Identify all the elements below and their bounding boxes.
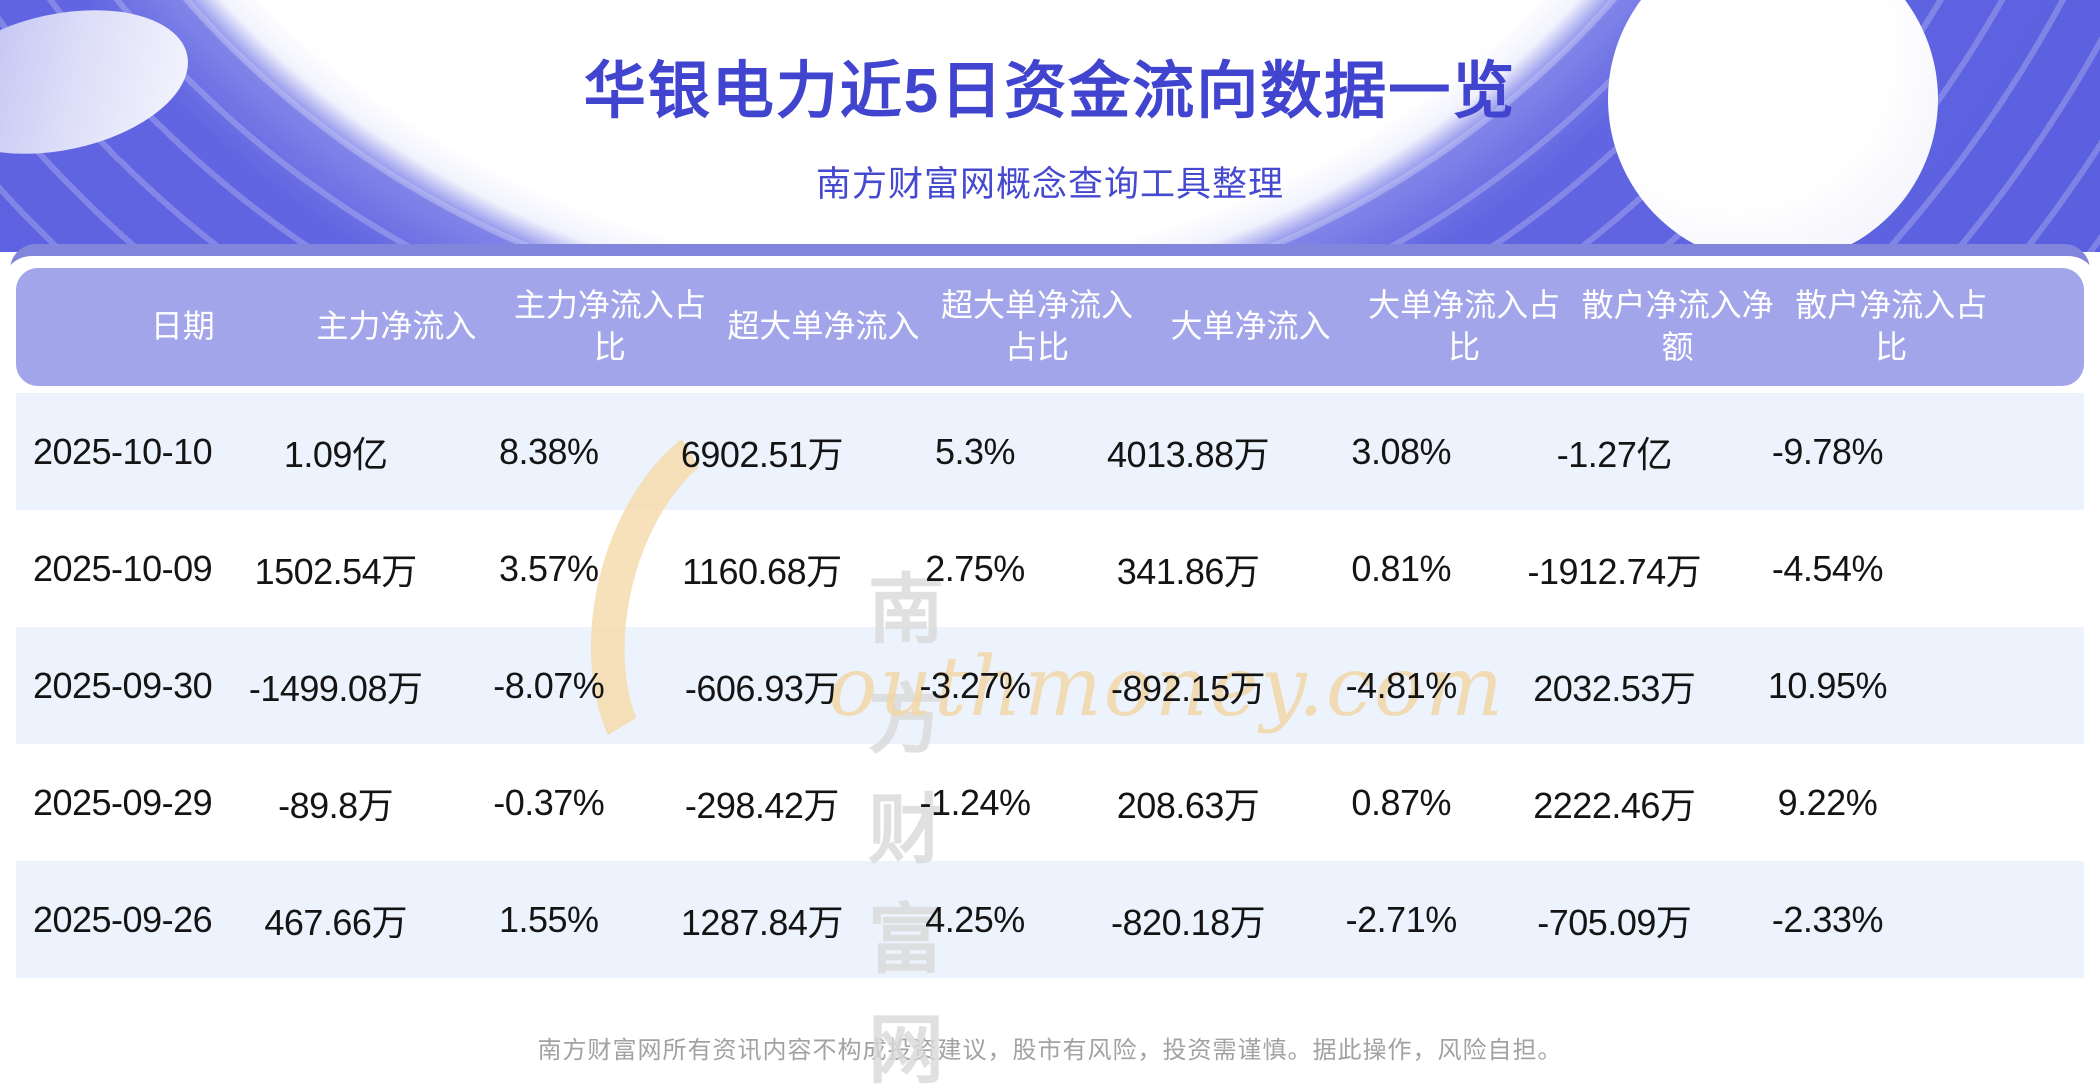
table-cell: 9.22% — [1777, 781, 1878, 823]
table-cell: 6902.51万 — [680, 433, 844, 475]
table-cell: 2025-09-26 — [32, 898, 213, 940]
fund-flow-table: 日期 主力净流入 主力净流入占比 超大单净流入 超大单净流入占比 大单净流入 大单净流入占比… — [2, 256, 2098, 988]
table-cell: -1912.74万 — [1527, 550, 1702, 592]
table-cell: 341.86万 — [1116, 550, 1260, 592]
table-cell: 2025-10-09 — [32, 547, 213, 589]
table-cell: 5.3% — [934, 430, 1016, 472]
page-subtitle: 南方财富网概念查询工具整理 — [815, 165, 1284, 204]
table-cell: 4013.88万 — [1107, 433, 1270, 475]
table-row: 2025-09-29 -89.8万 -0.37% -298.42万 -1.24% 208.… — [16, 744, 2084, 861]
table-header-row: 日期 主力净流入 主力净流入占比 超大单净流入 超大单净流入占比 大单净流入 大单净流入占比… — [16, 268, 2084, 386]
table-cell: 3.08% — [1351, 430, 1451, 472]
table-cell: 8.38% — [498, 430, 599, 472]
table-cell: 2025-09-30 — [32, 664, 213, 706]
column-header: 大单净流入 — [1170, 308, 1331, 345]
table-cell: 2025-10-10 — [32, 430, 213, 472]
table-cell: 2222.46万 — [1533, 784, 1696, 826]
column-header: 散户净流入占比 — [1795, 287, 1988, 365]
table-cell: 3.57% — [498, 547, 599, 589]
column-header: 大单净流入占比 — [1368, 287, 1561, 365]
table-row: 2025-10-10 1.09亿 8.38% 6902.51万 5.3% 4013.88万… — [16, 393, 2084, 510]
table-cell: -4.81% — [1345, 664, 1458, 706]
table-cell: -1.27亿 — [1556, 433, 1673, 475]
table-cell: -4.54% — [1771, 547, 1884, 589]
table-cell: 1.09亿 — [283, 433, 388, 475]
table-cell: 2025-09-29 — [32, 781, 213, 823]
table-row: 2025-10-09 1502.54万 3.57% 1160.68万 2.75% 341.… — [16, 510, 2084, 627]
table-cell: -3.27% — [919, 664, 1031, 706]
column-header: 超大单净流入 — [727, 308, 920, 345]
table-cell: -89.8万 — [278, 784, 394, 826]
table-cell: -9.78% — [1771, 430, 1884, 472]
table-cell: -892.15万 — [1111, 667, 1266, 709]
table-body: 2025-10-10 1.09亿 8.38% 6902.51万 5.3% 4013.88万… — [16, 393, 2084, 978]
column-header: 主力净流入占比 — [513, 287, 706, 365]
table-row: 2025-09-30 -1499.08万 -8.07% -606.93万 -3.27% -… — [16, 627, 2084, 744]
table-cell: -705.09万 — [1537, 901, 1692, 943]
column-header: 散户净流入净额 — [1581, 287, 1774, 365]
table-cell: 467.66万 — [264, 901, 407, 943]
table-cell: -606.93万 — [684, 667, 840, 709]
table-row: 2025-09-26 467.66万 1.55% 1287.84万 4.25% -820.… — [16, 861, 2084, 978]
table-cell: 10.95% — [1767, 664, 1888, 706]
table-cell: -2.33% — [1771, 898, 1884, 940]
table-cell: 1287.84万 — [680, 901, 844, 943]
table-cell: 2.75% — [925, 547, 1025, 589]
column-header: 主力净流入 — [316, 308, 477, 345]
column-header: 日期 — [150, 308, 215, 345]
table-cell: 0.87% — [1351, 781, 1451, 823]
table-cell: 0.81% — [1351, 547, 1451, 589]
table-cell: -298.42万 — [684, 784, 840, 826]
hero-banner: 华银电力近5日资金流向数据一览 南方财富网概念查询工具整理 — [0, 0, 2100, 252]
table-cell: 208.63万 — [1116, 784, 1260, 826]
table-cell: -0.37% — [493, 781, 605, 823]
table-cell: -2.71% — [1345, 898, 1458, 940]
table-cell: 1.55% — [498, 898, 599, 940]
table-cell: -820.18万 — [1111, 901, 1266, 943]
table-cell: 2032.53万 — [1533, 667, 1696, 709]
page-title: 华银电力近5日资金流向数据一览 — [583, 57, 1517, 126]
table-cell: 1160.68万 — [682, 550, 842, 592]
column-header: 超大单净流入占比 — [940, 287, 1133, 365]
table-cell: -1499.08万 — [248, 667, 423, 709]
table-cell: 4.25% — [925, 898, 1025, 940]
table-cell: -8.07% — [493, 664, 605, 706]
white-blob-decoration — [1608, 0, 1938, 252]
table-cell: -1.24% — [919, 781, 1031, 823]
footer-disclaimer: 南方财富网所有资讯内容不构成投资建议，股市有风险，投资需谨慎。据此操作，风险自担… — [537, 1037, 1563, 1064]
table-cell: 1502.54万 — [254, 550, 418, 592]
